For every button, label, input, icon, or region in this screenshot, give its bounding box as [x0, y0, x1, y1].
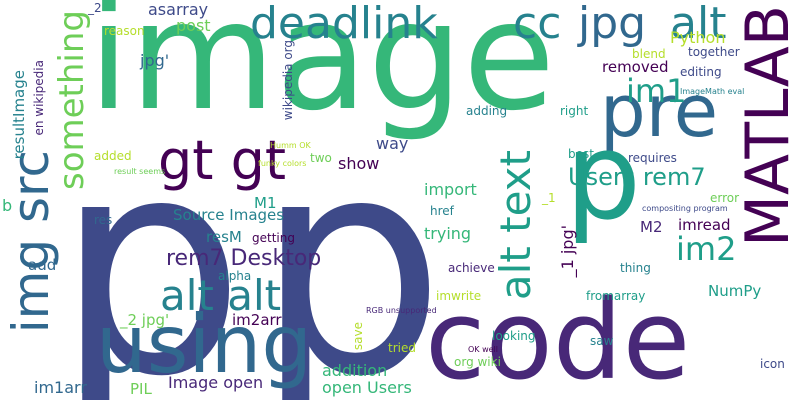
cloud-word-together: together — [688, 45, 740, 59]
cloud-word-users-rem7: Users rem7 — [568, 163, 706, 191]
cloud-word-compositing-program: compositing program — [642, 204, 728, 213]
cloud-word-asarray: asarray — [148, 0, 209, 19]
cloud-word-p: p — [565, 108, 642, 247]
cloud-word-alpha: alpha — [218, 269, 252, 283]
cloud-word-underscore-2: _2 — [88, 1, 102, 15]
cloud-word-jpg: jpg — [578, 0, 647, 49]
cloud-word-resm: resM — [206, 228, 242, 246]
cloud-word-im2arr: im2arr — [232, 311, 282, 329]
cloud-word-image-open: Image open — [168, 373, 264, 392]
cloud-word-reason: reason — [104, 24, 145, 38]
cloud-word-resultimage: resultImage — [10, 70, 28, 160]
cloud-word-funky-colors: funky colors — [258, 159, 307, 168]
cloud-word-requires: requires — [628, 151, 677, 165]
cloud-word-looking: looking — [492, 329, 536, 343]
cloud-word-trying: trying — [424, 224, 472, 243]
cloud-word-source-images: Source Images — [173, 206, 285, 224]
cloud-word-p: p — [55, 93, 246, 400]
cloud-word-pil: PIL — [130, 380, 152, 398]
cloud-word-pre: pre — [600, 69, 719, 153]
cloud-word-tried: tried — [388, 341, 416, 355]
cloud-word-humm-ok: Humm OK — [270, 141, 311, 150]
cloud-word-add: add — [28, 256, 57, 274]
cloud-word-underscore-2-jpg: _2 jpg' — [120, 311, 170, 329]
cloud-word-p: p — [255, 93, 446, 400]
cloud-word-show: show — [338, 154, 380, 173]
cloud-word-thing: thing — [620, 261, 651, 275]
cloud-word-post: post — [176, 16, 211, 35]
cloud-word-image: image — [88, 0, 556, 144]
cloud-word-using: using — [96, 298, 313, 391]
cloud-word-alt-alt: alt alt — [160, 271, 282, 320]
cloud-word-best: best — [568, 147, 594, 161]
cloud-word-imread: imread — [678, 216, 731, 234]
cloud-word-blend: blend — [632, 47, 666, 61]
cloud-word-jpg-quote: jpg' — [140, 51, 170, 70]
cloud-word-m1: M1 — [254, 194, 277, 212]
cloud-word-getting: getting — [252, 231, 295, 245]
cloud-word-save: save — [351, 322, 365, 351]
cloud-word-python: Python — [670, 28, 726, 47]
cloud-word-right: right — [560, 104, 589, 118]
cloud-word-img-src: img src — [2, 150, 60, 334]
cloud-word-adding: adding — [466, 104, 508, 118]
cloud-word-code: code — [425, 276, 691, 400]
cloud-word-imagemath-eval: ImageMath eval — [680, 87, 745, 96]
cloud-word-en-wikipedia: en wikipedia — [32, 60, 46, 136]
cloud-word-b: b — [2, 196, 13, 215]
cloud-word-result-seems: result seems — [114, 167, 166, 176]
cloud-word-ok-well: OK well — [468, 345, 498, 354]
cloud-word-rem7-desktop: rem7 Desktop — [166, 246, 322, 271]
cloud-word-error: error — [710, 191, 740, 205]
cloud-word-m2: M2 — [640, 218, 663, 236]
cloud-word-gt-gt: gt gt — [158, 129, 287, 192]
cloud-word-org-wiki: org wiki — [454, 355, 501, 369]
cloud-word-something: something — [52, 10, 92, 191]
cloud-word-editing: editing — [680, 65, 722, 79]
cloud-word-icon: icon — [760, 357, 785, 371]
cloud-word-addition: addition — [322, 361, 388, 380]
cloud-word-im1arr: im1arr — [34, 378, 87, 397]
cloud-word-saw: saw — [590, 334, 614, 348]
cloud-word-im1: im1 — [626, 72, 687, 110]
cloud-word-way: way — [376, 134, 409, 153]
cloud-word-matlab: MATLAB — [733, 5, 800, 247]
cloud-word-removed: removed — [602, 58, 669, 76]
cloud-word-wikipedia-org: wikipedia org — [281, 40, 295, 121]
cloud-word-open-users: open Users — [322, 378, 412, 397]
cloud-word-alt: alt — [670, 0, 727, 49]
cloud-word-href: href — [430, 204, 454, 218]
cloud-word-deadlink: deadlink — [250, 0, 438, 49]
cloud-word-two: two — [310, 151, 332, 165]
cloud-word-fromarray: fromarray — [586, 289, 646, 303]
cloud-word-underscore-1: _1 — [542, 191, 556, 205]
cloud-word-underscore-1-jpg: _1 jpg' — [558, 225, 577, 278]
cloud-word-rgb-unsupported: RGB unsupported — [366, 306, 437, 315]
cloud-word-import: import — [424, 180, 477, 199]
cloud-word-achieve: achieve — [448, 261, 495, 275]
cloud-word-im2: im2 — [676, 230, 737, 268]
cloud-word-imwrite: imwrite — [436, 289, 482, 303]
cloud-word-cc: cc — [513, 0, 562, 49]
cloud-word-alt-text: alt text — [491, 150, 540, 301]
cloud-word-numpy: NumPy — [708, 282, 762, 300]
cloud-word-added: added — [94, 149, 132, 163]
cloud-word-res: res — [94, 213, 113, 227]
